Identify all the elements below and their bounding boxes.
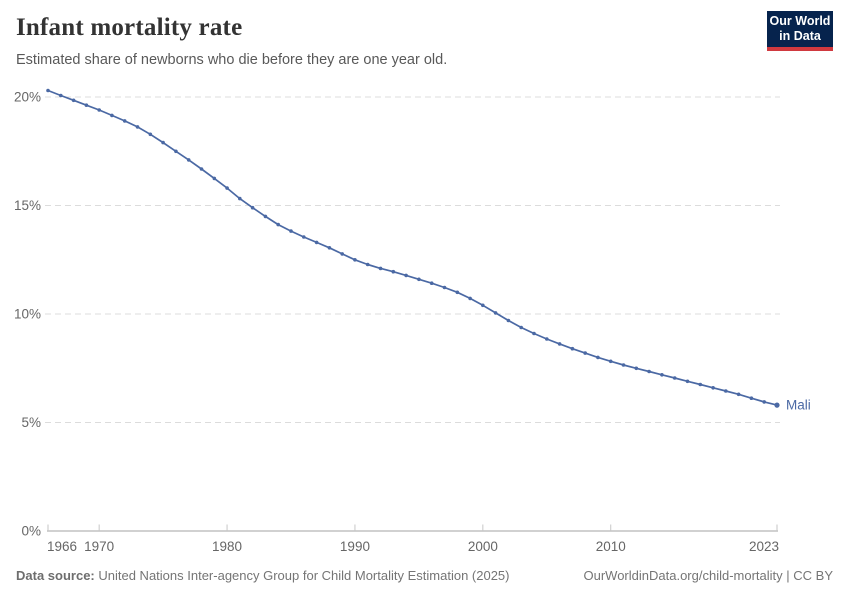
x-axis-tick-label: 2010	[596, 539, 626, 554]
data-point[interactable]	[148, 132, 153, 137]
x-axis-tick-label: 1990	[340, 539, 370, 554]
data-point[interactable]	[429, 281, 434, 286]
data-point[interactable]	[557, 342, 562, 346]
y-axis-tick-label: 10%	[14, 307, 41, 322]
y-axis-tick-label: 5%	[21, 415, 41, 430]
data-source-text: United Nations Inter-agency Group for Ch…	[94, 568, 510, 583]
chart-footer: Data source: United Nations Inter-agency…	[16, 568, 833, 583]
data-point[interactable]	[455, 290, 460, 295]
data-point[interactable]	[698, 382, 703, 387]
data-point[interactable]	[570, 346, 575, 351]
y-axis-tick-label: 0%	[21, 524, 41, 539]
data-point[interactable]	[59, 93, 63, 98]
data-point[interactable]	[417, 277, 421, 282]
data-point[interactable]	[621, 363, 626, 367]
data-point[interactable]	[583, 351, 587, 355]
data-point[interactable]	[97, 108, 101, 112]
data-point[interactable]	[660, 373, 664, 377]
data-point[interactable]	[276, 222, 281, 227]
data-point[interactable]	[84, 103, 89, 107]
x-axis-tick-label: 2000	[468, 539, 498, 554]
data-point[interactable]	[314, 240, 319, 245]
data-point[interactable]	[327, 246, 332, 250]
data-point[interactable]	[378, 266, 383, 271]
citation-link[interactable]: OurWorldinData.org/child-mortality | CC …	[583, 568, 834, 583]
data-point[interactable]	[493, 311, 498, 315]
data-point[interactable]	[762, 400, 766, 404]
data-point[interactable]	[110, 113, 114, 118]
data-point[interactable]	[442, 285, 447, 290]
data-point[interactable]	[519, 325, 523, 330]
x-axis-tick-label: 1970	[84, 539, 114, 554]
data-point[interactable]	[46, 88, 50, 93]
owid-logo-line1: Our World	[769, 13, 831, 28]
data-point[interactable]	[186, 158, 191, 162]
data-point[interactable]	[122, 119, 127, 123]
data-point[interactable]	[608, 359, 613, 364]
data-point[interactable]	[365, 262, 370, 267]
x-axis-tick-label: 1980	[212, 539, 242, 554]
data-point[interactable]	[711, 386, 715, 390]
data-point[interactable]	[250, 205, 255, 210]
data-point[interactable]	[532, 331, 536, 336]
data-point[interactable]	[302, 235, 306, 239]
chart-subtitle: Estimated share of newborns who die befo…	[16, 52, 448, 68]
x-axis-tick-label: 2023	[749, 539, 779, 554]
data-point[interactable]	[672, 376, 677, 380]
data-point[interactable]	[634, 366, 639, 371]
data-point[interactable]	[161, 140, 165, 145]
data-point[interactable]	[596, 355, 600, 360]
data-source-label: Data source:	[16, 568, 95, 583]
data-point[interactable]	[353, 258, 357, 262]
data-point[interactable]	[736, 392, 741, 397]
data-point[interactable]	[685, 379, 690, 384]
x-axis-tick-label: 1966	[47, 539, 77, 554]
data-point[interactable]	[263, 214, 268, 219]
data-point[interactable]	[647, 369, 651, 374]
owid-logo[interactable]: Our World in Data	[767, 11, 833, 51]
data-point[interactable]	[212, 176, 217, 181]
data-point[interactable]	[724, 389, 728, 393]
y-axis-tick-label: 20%	[14, 90, 41, 105]
owid-logo-line2: in Data	[779, 29, 821, 43]
data-point[interactable]	[481, 303, 485, 308]
data-point[interactable]	[225, 186, 229, 190]
data-point[interactable]	[404, 273, 408, 278]
data-point[interactable]	[506, 318, 511, 323]
data-point[interactable]	[340, 252, 345, 256]
data-point[interactable]	[391, 269, 396, 274]
data-point[interactable]	[174, 149, 178, 154]
data-point[interactable]	[135, 125, 140, 129]
page-title: Infant mortality rate	[16, 14, 243, 41]
series-label-mali[interactable]: Mali	[786, 398, 811, 413]
data-point[interactable]	[199, 167, 204, 171]
data-point[interactable]	[238, 196, 242, 201]
data-point[interactable]	[289, 229, 293, 233]
data-point[interactable]	[545, 337, 549, 341]
data-source-note: Data source: United Nations Inter-agency…	[16, 568, 510, 583]
series-line-mali[interactable]	[47, 89, 778, 406]
data-point[interactable]	[749, 396, 754, 401]
data-point[interactable]	[774, 402, 780, 408]
y-axis-tick-label: 15%	[14, 198, 41, 213]
data-point[interactable]	[468, 296, 472, 301]
data-point[interactable]	[71, 98, 76, 103]
